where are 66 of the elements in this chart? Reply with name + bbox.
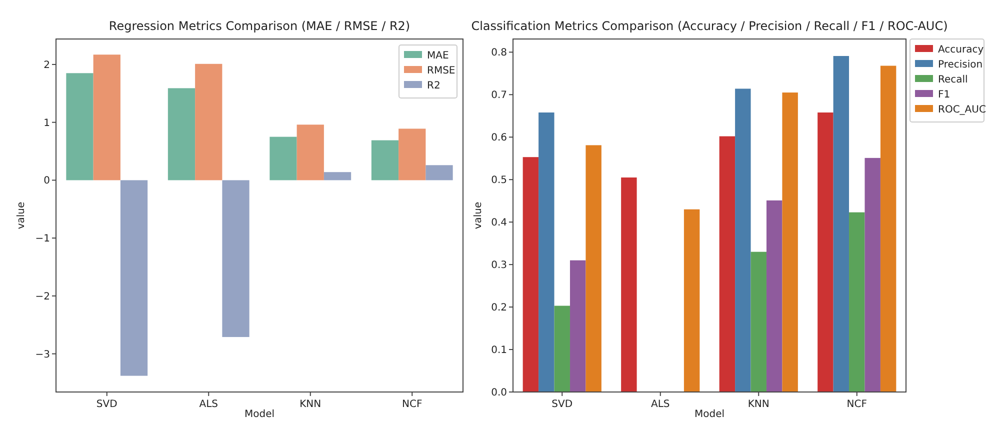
bar: [833, 56, 850, 392]
x-tick-label: NCF: [846, 399, 868, 410]
legend-label: Accuracy: [938, 44, 984, 56]
bar: [719, 136, 736, 392]
bar: [586, 145, 602, 392]
x-tick-label: ALS: [199, 399, 218, 410]
bar: [93, 54, 120, 180]
bar: [270, 136, 297, 180]
bar: [426, 165, 453, 180]
bar: [735, 88, 751, 392]
y-tick-label: 0.5: [491, 175, 507, 186]
bar: [538, 112, 554, 392]
bar: [296, 124, 324, 180]
bar: [766, 200, 782, 392]
y-tick-label: 0.8: [491, 48, 507, 59]
y-tick-label: 0.0: [491, 388, 507, 398]
bar: [398, 128, 426, 180]
y-axis-title: value: [16, 202, 27, 230]
y-axis-title: value: [473, 202, 484, 230]
y-tick-label: 0.6: [491, 132, 507, 144]
legend-label: RMSE: [427, 66, 456, 76]
bar: [222, 180, 250, 338]
legend-label: F1: [938, 90, 950, 100]
bar: [522, 157, 539, 392]
legend-label: ROC_AUC: [938, 104, 986, 116]
bar: [684, 209, 700, 392]
y-tick-label: 2: [44, 60, 50, 71]
y-tick-label: −3: [35, 349, 50, 360]
bar: [371, 140, 399, 180]
x-axis-title: Model: [694, 409, 725, 420]
y-tick-label: 0.7: [491, 90, 507, 102]
legend-label: Precision: [938, 60, 983, 70]
legend-label: MAE: [427, 50, 449, 62]
bar: [750, 252, 766, 392]
x-tick-label: ALS: [650, 399, 670, 410]
y-tick-label: 0: [44, 176, 50, 187]
y-tick-label: −1: [35, 234, 50, 245]
bar: [849, 212, 865, 392]
bar: [66, 73, 94, 180]
bar: [120, 180, 148, 376]
x-tick-label: KNN: [748, 399, 770, 410]
chart-title: Regression Metrics Comparison (MAE / RMSE / R2): [108, 19, 410, 33]
chart-title: Classification Metrics Comparison (Accuracy / Precision / Recall / F1 / ROC-AUC): [471, 19, 948, 33]
bar: [880, 66, 896, 392]
y-tick-label: 0.4: [491, 218, 507, 229]
bar: [621, 177, 637, 392]
y-tick-label: 0.2: [491, 302, 507, 314]
legend-label: Recall: [938, 74, 968, 86]
x-tick-label: KNN: [300, 399, 322, 410]
x-axis-title: Model: [244, 409, 275, 420]
bar: [782, 92, 798, 392]
bar: [168, 88, 196, 180]
legend-label: R2: [427, 80, 440, 92]
y-tick-label: 1: [44, 118, 50, 129]
x-tick-label: NCF: [402, 399, 422, 410]
bar: [554, 306, 570, 392]
y-tick-label: 0.1: [491, 345, 507, 356]
bar: [570, 260, 586, 392]
x-tick-label: SVD: [96, 399, 118, 410]
x-tick-label: SVD: [552, 399, 573, 410]
bar: [195, 64, 222, 180]
y-tick-label: 0.3: [491, 260, 507, 272]
bar: [818, 112, 834, 392]
bar: [324, 172, 352, 180]
y-tick-label: −2: [35, 291, 50, 302]
bar: [864, 158, 880, 392]
